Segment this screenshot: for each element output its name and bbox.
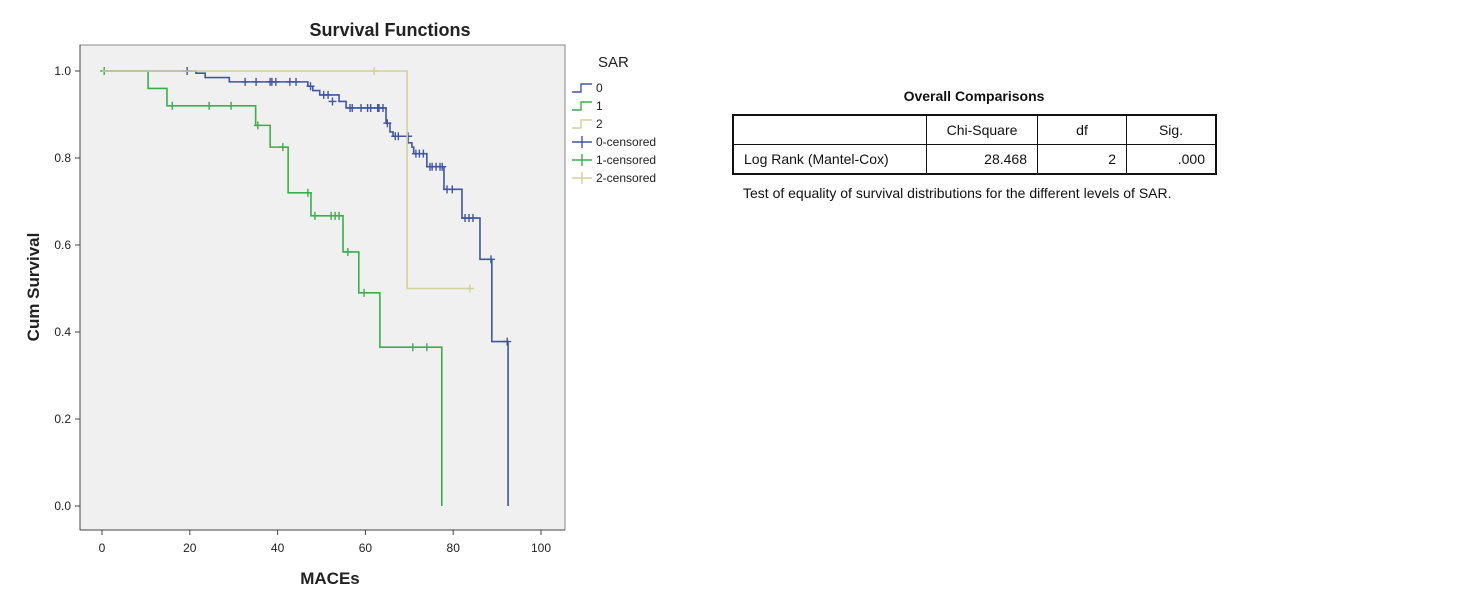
legend-label: 0 <box>596 81 603 95</box>
step-line-icon <box>572 101 592 111</box>
legend-item: 1-censored <box>572 151 656 169</box>
x-tick-label: 40 <box>271 541 285 555</box>
censor-mark-0 <box>486 255 495 264</box>
legend-label: 1 <box>596 99 603 113</box>
censor-mark-1 <box>205 101 214 110</box>
censor-mark-0 <box>348 103 357 112</box>
survival-chart: 0 20 40 60 80 100 0.0 0.2 0.4 0.6 0.8 1.0 <box>54 44 566 555</box>
censor-mark-2 <box>465 284 474 293</box>
censor-mark-1 <box>408 343 417 352</box>
censor-symbol-icon <box>572 172 592 184</box>
header-cell: Sig. <box>1126 114 1217 145</box>
plot-area <box>79 44 566 531</box>
censor-mark-0 <box>448 185 457 194</box>
y-tick-label: 0.8 <box>54 151 71 165</box>
x-axis-label: MACEs <box>300 569 360 588</box>
censor-mark-2 <box>370 67 379 75</box>
table-title: Overall Comparisons <box>903 88 1045 104</box>
survival-curve-0 <box>102 70 509 506</box>
y-tick-label: 0.2 <box>54 412 71 426</box>
df-value: 2 <box>1037 144 1127 175</box>
censor-mark-0 <box>306 82 315 91</box>
censor-mark-0 <box>324 90 333 99</box>
censor-mark-0 <box>419 149 428 158</box>
step-line-icon <box>572 83 592 93</box>
censor-mark-0 <box>366 103 375 112</box>
censor-mark-1 <box>343 247 352 256</box>
censor-mark-1 <box>335 211 344 220</box>
censor-mark-1 <box>168 101 177 110</box>
y-tick-label: 0.6 <box>54 238 71 252</box>
survival-curve-2 <box>102 70 471 290</box>
chi-square-value: 28.468 <box>926 144 1038 175</box>
sig-value: .000 <box>1126 144 1217 175</box>
legend-item: 2-censored <box>572 169 656 187</box>
legend-label: 2 <box>596 117 603 131</box>
censor-mark-1 <box>360 288 369 297</box>
censor-mark-1 <box>227 101 236 110</box>
legend-item: 2 <box>572 115 656 133</box>
table-footnote: Test of equality of survival distributio… <box>743 185 1172 201</box>
legend-label: 0-censored <box>596 135 657 149</box>
legend-item: 0-censored <box>572 133 656 151</box>
legend: SAR 0 1 2 0-censored 1-censored 2-censored <box>572 54 656 187</box>
censor-mark-0 <box>241 77 250 86</box>
chart-title: Survival Functions <box>309 20 471 40</box>
header-cell: Chi-Square <box>926 114 1038 145</box>
censor-mark-1 <box>303 188 312 197</box>
legend-item: 0 <box>572 79 656 97</box>
legend-label: 1-censored <box>596 153 657 167</box>
legend-label: 2-censored <box>596 171 657 185</box>
x-tick-label: 80 <box>447 541 461 555</box>
censor-mark-0 <box>252 77 261 86</box>
censor-symbol-icon <box>572 136 592 148</box>
censor-mark-1 <box>422 343 431 352</box>
censor-mark-0 <box>328 97 337 106</box>
step-line-icon <box>572 119 592 129</box>
survival-curve-1 <box>102 70 443 506</box>
censor-mark-0 <box>403 132 412 141</box>
y-tick-label: 1.0 <box>54 64 71 78</box>
row-label: Log Rank (Mantel-Cox) <box>732 144 927 175</box>
censor-mark-1 <box>310 211 319 220</box>
censor-mark-0 <box>503 337 512 346</box>
x-tick-label: 0 <box>99 541 106 555</box>
y-tick-label: 0.4 <box>54 325 71 339</box>
censor-mark-0 <box>378 103 387 112</box>
legend-item: 1 <box>572 97 656 115</box>
x-tick-label: 20 <box>183 541 197 555</box>
x-tick-label: 60 <box>359 541 373 555</box>
table-header-row: Chi-Square df Sig. <box>732 114 1217 145</box>
table-row: Log Rank (Mantel-Cox) 28.468 2 .000 <box>732 144 1217 175</box>
overall-comparisons-table: Chi-Square df Sig. Log Rank (Mantel-Cox)… <box>732 114 1217 175</box>
header-cell <box>732 114 927 145</box>
censor-mark-0 <box>438 162 447 171</box>
censor-mark-0 <box>271 77 280 86</box>
x-tick-label: 100 <box>531 541 551 555</box>
y-tick-label: 0.0 <box>54 499 71 513</box>
legend-title: SAR <box>598 54 629 71</box>
censor-symbol-icon <box>572 154 592 166</box>
y-axis-label: Cum Survival <box>24 232 43 342</box>
censor-mark-1 <box>253 121 262 130</box>
censor-mark-0 <box>383 119 392 128</box>
header-cell: df <box>1037 114 1127 145</box>
censor-mark-0 <box>394 132 403 141</box>
censor-mark-0 <box>468 214 477 223</box>
censor-mark-0 <box>292 77 301 86</box>
censor-mark-1 <box>278 143 287 152</box>
